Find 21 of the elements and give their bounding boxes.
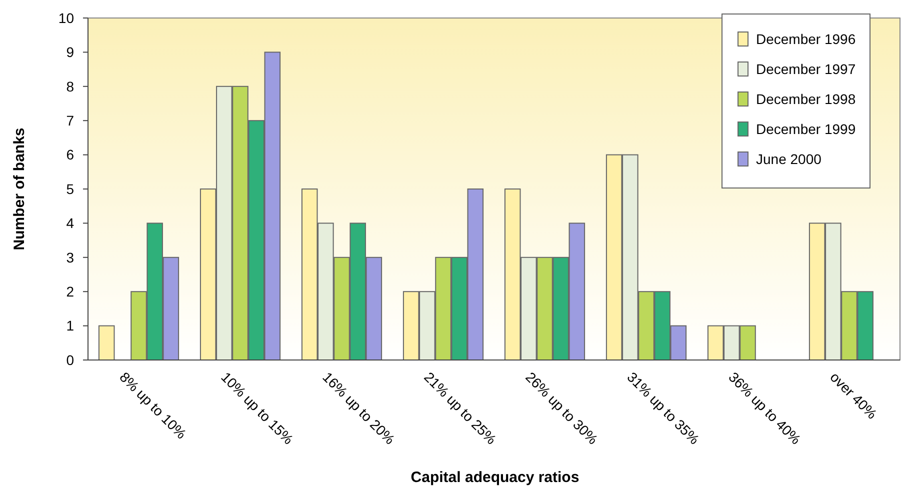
legend-label: December 1996 [756,30,856,47]
y-tick-label: 9 [66,44,74,60]
legend-label: December 1997 [756,60,856,77]
x-tick-label: over 40% [827,368,880,422]
legend-label: December 1998 [756,90,856,107]
x-axis-title: Capital adequacy ratios [410,469,580,486]
y-tick-label: 2 [66,284,74,300]
bar [98,325,115,360]
y-axis-title: Number of banks [11,128,28,250]
y-tick-label: 0 [66,352,74,368]
legend-label: December 1999 [756,120,856,137]
legend-label: June 2000 [756,150,822,167]
x-tick-label: 8% up to 10% [116,368,190,442]
y-tick-label: 10 [58,10,74,26]
y-tick-label: 3 [66,249,74,266]
y-tick-label: 4 [66,215,74,232]
y-tick-label: 7 [66,112,74,128]
y-tick-label: 8 [66,78,74,94]
y-tick-label: 5 [66,180,74,197]
y-tick-label: 1 [66,318,74,334]
y-tick-label: 6 [66,146,74,163]
